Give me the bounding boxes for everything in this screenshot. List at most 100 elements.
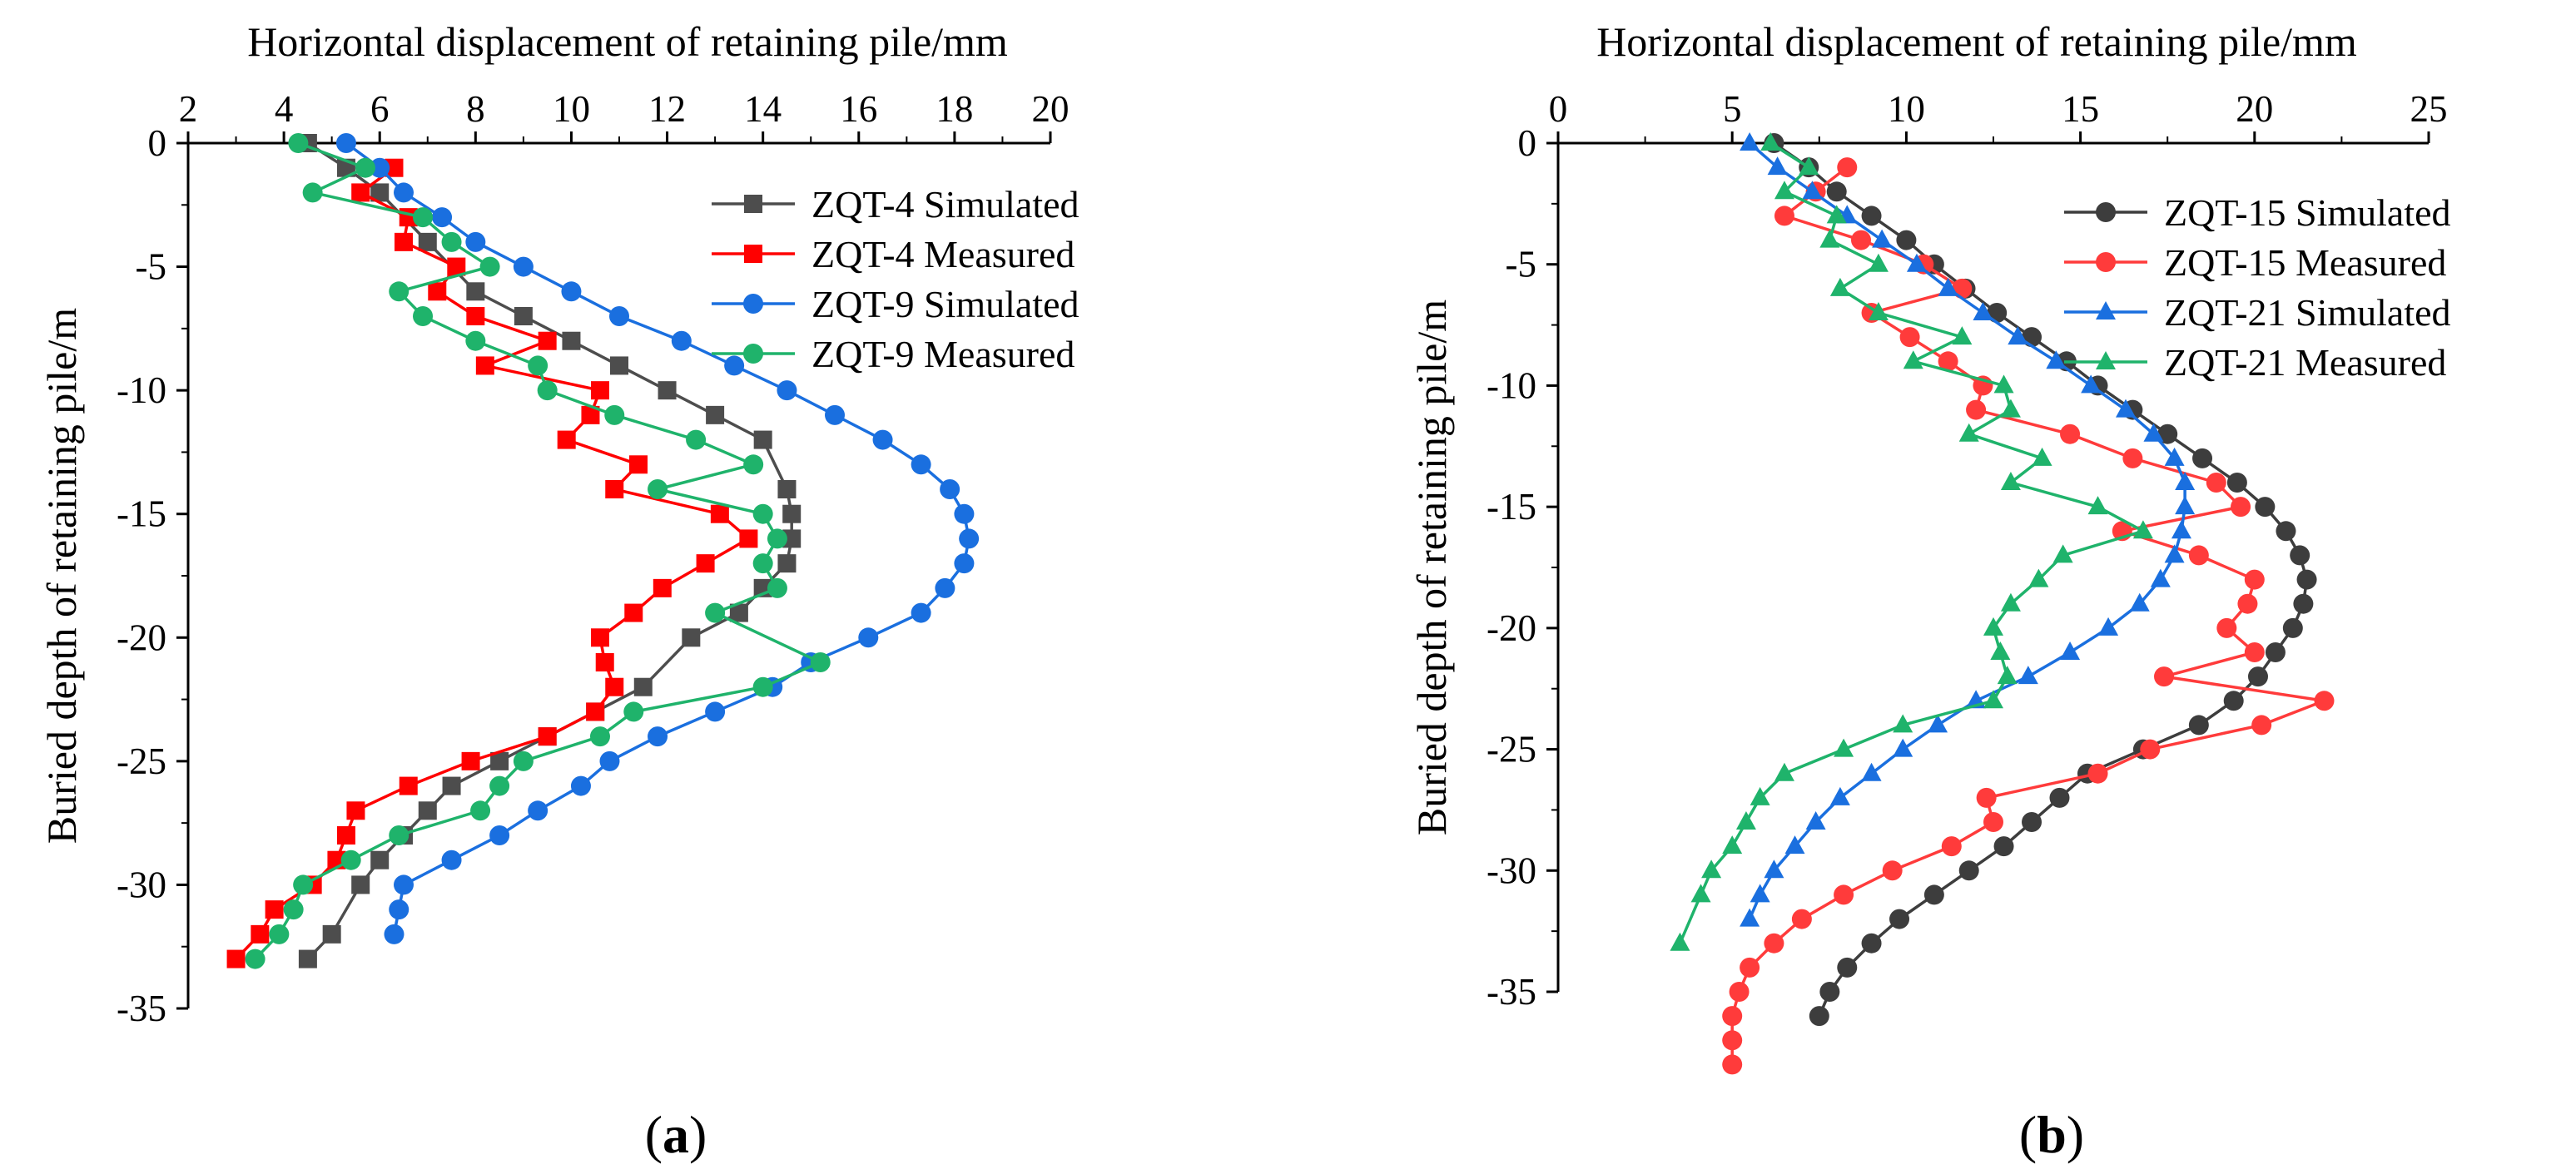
data-point (2049, 787, 2070, 808)
data-point (1784, 835, 1805, 854)
y-tick-label: -35 (1487, 971, 1536, 1013)
data-point (1889, 909, 1910, 929)
data-point (1896, 230, 1917, 250)
data-point (288, 133, 309, 153)
data-point (2060, 641, 2081, 660)
data-point (1740, 908, 1760, 927)
data-point (752, 503, 773, 524)
data-point (1826, 205, 1847, 224)
data-point (2296, 569, 2317, 590)
data-point (2000, 472, 2021, 490)
data-point (1774, 206, 1794, 226)
data-point (2251, 715, 2272, 736)
data-point (340, 850, 361, 870)
data-point (346, 801, 365, 820)
data-point (2000, 592, 2021, 612)
series-zqt-9-simulated (335, 133, 980, 944)
data-point (1983, 690, 2003, 709)
data-point (245, 949, 266, 969)
y-tick-label: -20 (1487, 607, 1536, 649)
legend-label: ZQT-4 Measured (812, 233, 1075, 275)
legend-marker (744, 245, 762, 263)
data-point (1861, 762, 1882, 781)
legend-marker (743, 344, 763, 364)
data-point (441, 231, 462, 252)
data-point (384, 924, 405, 944)
data-point (2276, 521, 2296, 542)
data-point (2223, 691, 2244, 711)
data-point (561, 281, 582, 302)
data-point (1805, 811, 1826, 830)
data-point (335, 133, 356, 153)
data-point (777, 380, 797, 401)
data-point (293, 874, 314, 895)
data-point (2028, 568, 2049, 587)
data-point (2282, 617, 2303, 638)
data-point (1882, 860, 1903, 881)
data-point (269, 924, 290, 944)
y-tick-label: -25 (117, 741, 166, 782)
data-point (370, 157, 390, 178)
data-point (954, 503, 975, 524)
series-zqt-21-simulated (1740, 132, 2196, 927)
data-point (777, 480, 797, 498)
data-point (2018, 666, 2038, 685)
x-tick-label: 14 (744, 88, 782, 130)
data-point (2052, 544, 2073, 563)
data-point (251, 924, 270, 944)
legend: ZQT-15 Simulated ZQT-15 Measured ZQT-21 Si… (2064, 191, 2451, 384)
data-point (581, 405, 600, 424)
x-tick-label: 20 (1032, 88, 1070, 130)
data-point (1722, 1030, 1743, 1051)
data-point (1868, 302, 1889, 320)
data-point (767, 528, 787, 549)
legend: ZQT-4 Simulated ZQT-4 Measured ZQT-9 Simul… (712, 183, 1080, 375)
legend-label: ZQT-4 Simulated (812, 183, 1080, 225)
data-point (629, 455, 648, 474)
data-point (283, 899, 304, 920)
data-point (1997, 666, 2018, 685)
x-tick-label: 15 (2062, 88, 2099, 130)
data-point (322, 924, 341, 944)
data-point (1868, 253, 1889, 272)
data-point (413, 207, 434, 228)
data-point (514, 307, 533, 325)
data-point (1729, 982, 1750, 1002)
data-point (1802, 181, 1823, 200)
data-point (623, 701, 644, 722)
data-point (2087, 763, 2108, 784)
data-point (399, 776, 418, 795)
data-point (911, 454, 931, 475)
data-point (1861, 933, 1882, 954)
data-point (1993, 836, 2014, 857)
data-point (2022, 812, 2042, 832)
data-point (1861, 206, 1882, 226)
data-point (1834, 884, 1854, 905)
data-point (395, 232, 413, 251)
x-tick-label: 5 (1723, 88, 1742, 130)
data-point (1740, 957, 1760, 978)
x-tick-label: 18 (936, 88, 973, 130)
data-point (2164, 544, 2185, 563)
y-tick-label: -20 (117, 617, 166, 658)
data-point (570, 775, 591, 796)
data-point (1764, 933, 1784, 954)
data-point (2154, 666, 2175, 687)
data-point (686, 429, 707, 450)
data-point (1872, 229, 1893, 248)
data-point (1829, 786, 1850, 805)
data-point (465, 231, 486, 252)
data-point (466, 282, 485, 301)
y-tick-label: -5 (1506, 244, 1537, 285)
y-axis-title: Buried depth of retaining pile/m (38, 308, 85, 844)
data-point (2244, 569, 2265, 590)
data-point (2192, 448, 2213, 468)
data-point (825, 404, 845, 425)
data-point (428, 282, 447, 301)
data-point (1899, 327, 1920, 348)
x-tick-label: 20 (2236, 88, 2273, 130)
data-point (490, 751, 509, 770)
data-point (432, 207, 453, 228)
data-point (1722, 1054, 1743, 1075)
data-point (682, 628, 701, 647)
